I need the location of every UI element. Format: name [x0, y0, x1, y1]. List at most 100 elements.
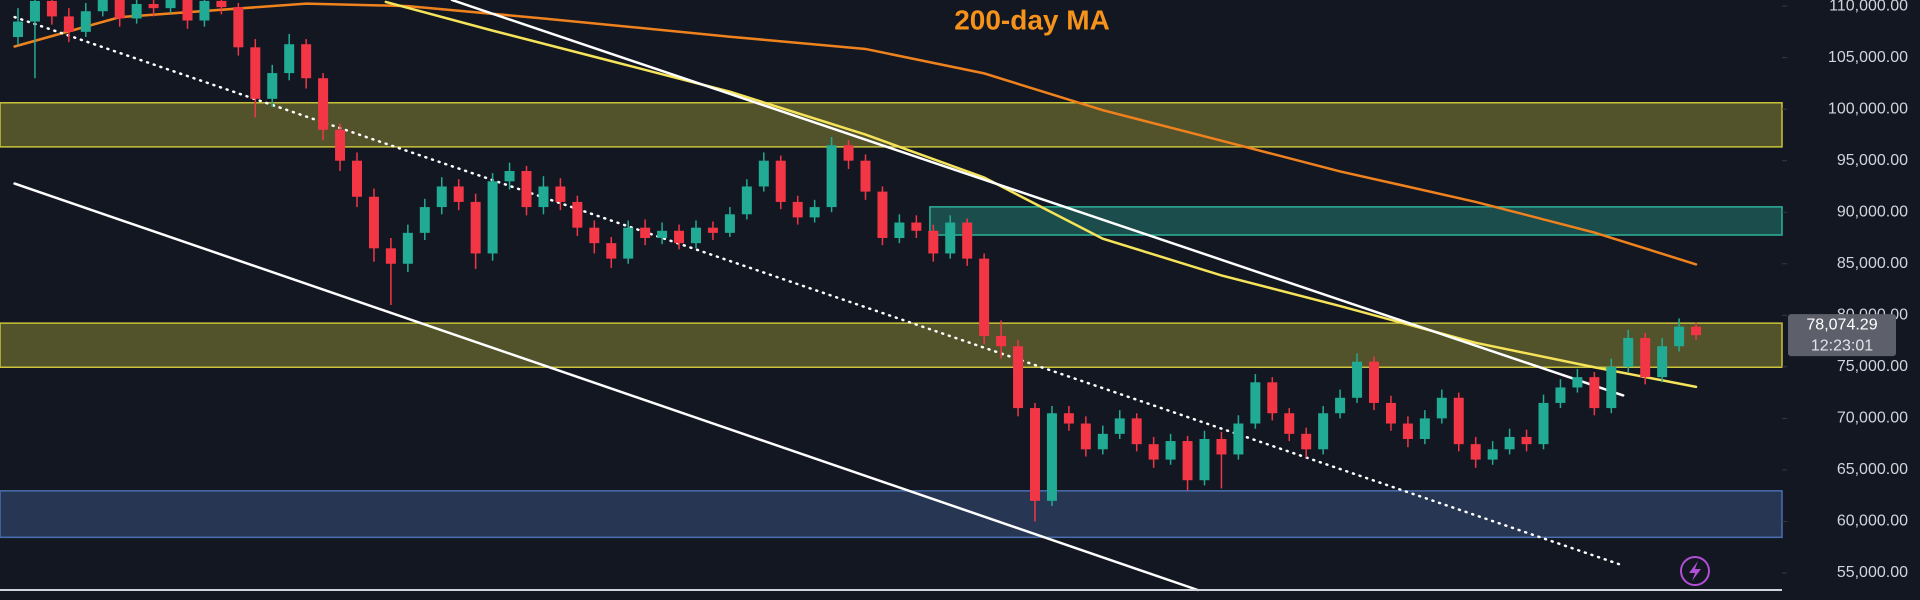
candle-body	[894, 222, 905, 239]
countdown-label: 12:23:01	[1811, 337, 1873, 354]
candle-body	[131, 4, 142, 19]
candle-body	[114, 0, 125, 19]
candle-body	[996, 335, 1007, 347]
zone	[0, 322, 1783, 369]
candle-body	[352, 160, 362, 197]
trend-line	[13, 2, 1698, 266]
candle-body	[606, 243, 617, 259]
candle-body	[555, 186, 566, 202]
candle-body	[1369, 361, 1379, 403]
candle-body	[1301, 433, 1312, 450]
candle-body	[826, 145, 837, 208]
candle-body	[1470, 444, 1481, 460]
y-tick-label: 110,000.00	[1829, 0, 1908, 14]
y-tick-label: 60,000.00	[1837, 513, 1908, 530]
candle-body	[775, 160, 786, 202]
candle-body	[1148, 444, 1159, 460]
candle-body	[792, 201, 803, 218]
candle-body	[1182, 441, 1193, 481]
y-tick-label: 65,000.00	[1837, 461, 1908, 478]
candle-body	[63, 16, 74, 32]
candle-body	[318, 78, 329, 130]
candle-body	[284, 44, 295, 74]
trend-line	[450, 0, 1625, 397]
candle-body	[1572, 377, 1583, 388]
zone	[0, 102, 1783, 148]
y-tick-label: 95,000.00	[1837, 152, 1908, 169]
candle-body	[623, 227, 634, 259]
candle-body	[301, 44, 312, 79]
candle-body	[1097, 433, 1108, 450]
candle-body	[148, 4, 159, 9]
candle-body	[29, 0, 40, 22]
candle-body	[572, 201, 583, 228]
zones	[0, 102, 1783, 539]
candle-body	[1318, 413, 1329, 450]
candle-body	[1216, 438, 1227, 455]
candle-body	[1080, 423, 1091, 450]
last-price-label: 78,074.29	[1806, 316, 1877, 333]
candle-body	[843, 145, 854, 161]
candle-body	[1013, 346, 1024, 409]
y-tick-label: 85,000.00	[1837, 255, 1908, 272]
candle-body	[1589, 377, 1600, 409]
candle-body	[1453, 397, 1464, 445]
candle-body	[182, 0, 193, 21]
candle-body	[436, 186, 447, 208]
candle-body	[962, 222, 973, 259]
candle-body	[928, 230, 939, 254]
candle-body	[80, 11, 91, 32]
candle-body	[470, 201, 481, 254]
candle-body	[1657, 346, 1668, 378]
candle-body	[1385, 402, 1396, 424]
candle-body	[1131, 418, 1142, 445]
candle-body	[1487, 449, 1498, 460]
candle-body	[657, 230, 668, 239]
candle-body	[1165, 441, 1176, 460]
candle-body	[1538, 402, 1549, 445]
candle-body	[1352, 361, 1363, 398]
candle-body	[979, 258, 990, 336]
candle-body	[402, 232, 413, 264]
candle-body	[521, 171, 532, 208]
price-axis: 55,000.00 60,000.00 65,000.00 70,000.00 75,0…	[1782, 0, 1908, 581]
candle-body	[911, 222, 922, 231]
ma-annotation: 200-day MA	[954, 4, 1110, 35]
candle-body	[504, 171, 515, 182]
candle-body	[13, 21, 23, 38]
candle-body	[809, 207, 820, 218]
trend-line	[13, 15, 1625, 567]
candle-body	[165, 0, 176, 9]
candle-body	[1640, 337, 1651, 378]
candle-body	[335, 129, 346, 161]
candle-body	[1504, 436, 1515, 450]
candle-body	[1436, 397, 1447, 419]
last-price-marker	[1788, 314, 1896, 357]
alert-icon[interactable]	[1680, 556, 1710, 586]
candle-body	[691, 227, 701, 244]
candle-body	[199, 0, 210, 21]
candle-body	[250, 47, 261, 99]
candle-body	[877, 191, 888, 239]
y-tick-label: 100,000.00	[1828, 100, 1908, 117]
candle-body	[640, 227, 651, 239]
candle-body	[1606, 366, 1617, 409]
candle-body	[1691, 326, 1702, 336]
candle-body	[233, 7, 244, 48]
candle-body	[1402, 423, 1413, 439]
candle-body	[487, 181, 498, 254]
last-price-box: 78,074.29 12:23:01	[1788, 314, 1896, 357]
candle-body	[1335, 397, 1346, 414]
candle-body	[741, 186, 752, 215]
candles	[13, 0, 1702, 522]
candle-body	[1555, 387, 1566, 403]
candle-body	[453, 186, 464, 202]
candle-body	[589, 227, 600, 244]
candle-body	[385, 248, 396, 264]
zone	[0, 490, 1783, 539]
candle-body	[1063, 413, 1074, 424]
candle-body	[1623, 337, 1634, 367]
candle-body	[1199, 438, 1210, 481]
candle-body	[1284, 413, 1295, 434]
